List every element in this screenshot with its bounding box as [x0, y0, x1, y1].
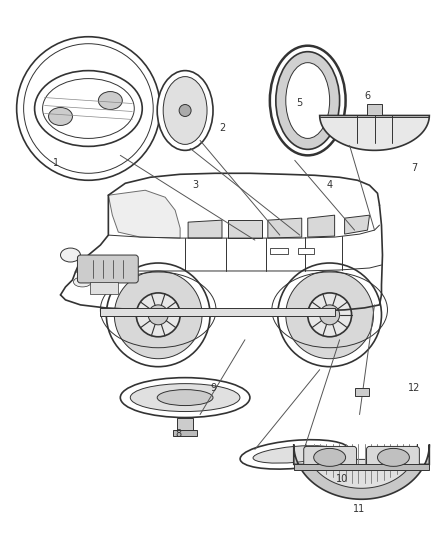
Ellipse shape — [240, 440, 350, 469]
Ellipse shape — [17, 37, 160, 180]
Ellipse shape — [276, 52, 339, 149]
Ellipse shape — [114, 271, 202, 359]
Text: 10: 10 — [336, 474, 348, 484]
Ellipse shape — [253, 446, 336, 463]
Ellipse shape — [106, 277, 124, 287]
Polygon shape — [268, 218, 302, 238]
Bar — [270, 248, 288, 254]
Text: 8: 8 — [175, 430, 181, 440]
Bar — [173, 431, 197, 437]
Ellipse shape — [60, 248, 81, 262]
Ellipse shape — [157, 390, 213, 406]
Polygon shape — [228, 220, 262, 238]
Polygon shape — [345, 215, 370, 234]
Ellipse shape — [148, 305, 168, 325]
Text: 2: 2 — [219, 124, 225, 133]
Ellipse shape — [157, 71, 213, 150]
Text: 6: 6 — [364, 91, 371, 101]
Bar — [355, 387, 368, 395]
Ellipse shape — [320, 305, 339, 325]
Text: 9: 9 — [210, 383, 216, 393]
Text: 4: 4 — [327, 180, 333, 190]
Text: 5: 5 — [297, 98, 303, 108]
Bar — [90, 282, 118, 294]
Text: 11: 11 — [353, 504, 366, 514]
Ellipse shape — [308, 293, 352, 337]
Polygon shape — [294, 445, 429, 499]
Ellipse shape — [130, 384, 240, 411]
Ellipse shape — [179, 104, 191, 117]
Ellipse shape — [163, 77, 207, 144]
Ellipse shape — [74, 277, 92, 287]
Bar — [177, 417, 193, 432]
Ellipse shape — [106, 263, 210, 367]
Text: 7: 7 — [411, 163, 417, 173]
Ellipse shape — [136, 293, 180, 337]
Ellipse shape — [49, 108, 72, 125]
Polygon shape — [188, 220, 222, 238]
Ellipse shape — [120, 378, 250, 417]
Ellipse shape — [286, 271, 374, 359]
FancyBboxPatch shape — [78, 255, 138, 283]
Polygon shape — [306, 445, 417, 488]
Bar — [100, 308, 335, 316]
Text: 1: 1 — [53, 158, 59, 168]
FancyBboxPatch shape — [304, 447, 357, 470]
Ellipse shape — [99, 92, 122, 109]
Text: 12: 12 — [408, 383, 420, 393]
Bar — [298, 248, 314, 254]
Bar — [294, 464, 429, 470]
FancyBboxPatch shape — [367, 447, 419, 470]
Ellipse shape — [286, 63, 330, 139]
Ellipse shape — [314, 448, 346, 466]
Polygon shape — [308, 215, 335, 237]
Ellipse shape — [378, 448, 410, 466]
Ellipse shape — [270, 46, 346, 155]
Bar — [367, 103, 382, 116]
Polygon shape — [320, 116, 429, 150]
Ellipse shape — [35, 71, 142, 147]
Text: 3: 3 — [192, 180, 198, 190]
Polygon shape — [108, 190, 180, 238]
Ellipse shape — [278, 263, 381, 367]
